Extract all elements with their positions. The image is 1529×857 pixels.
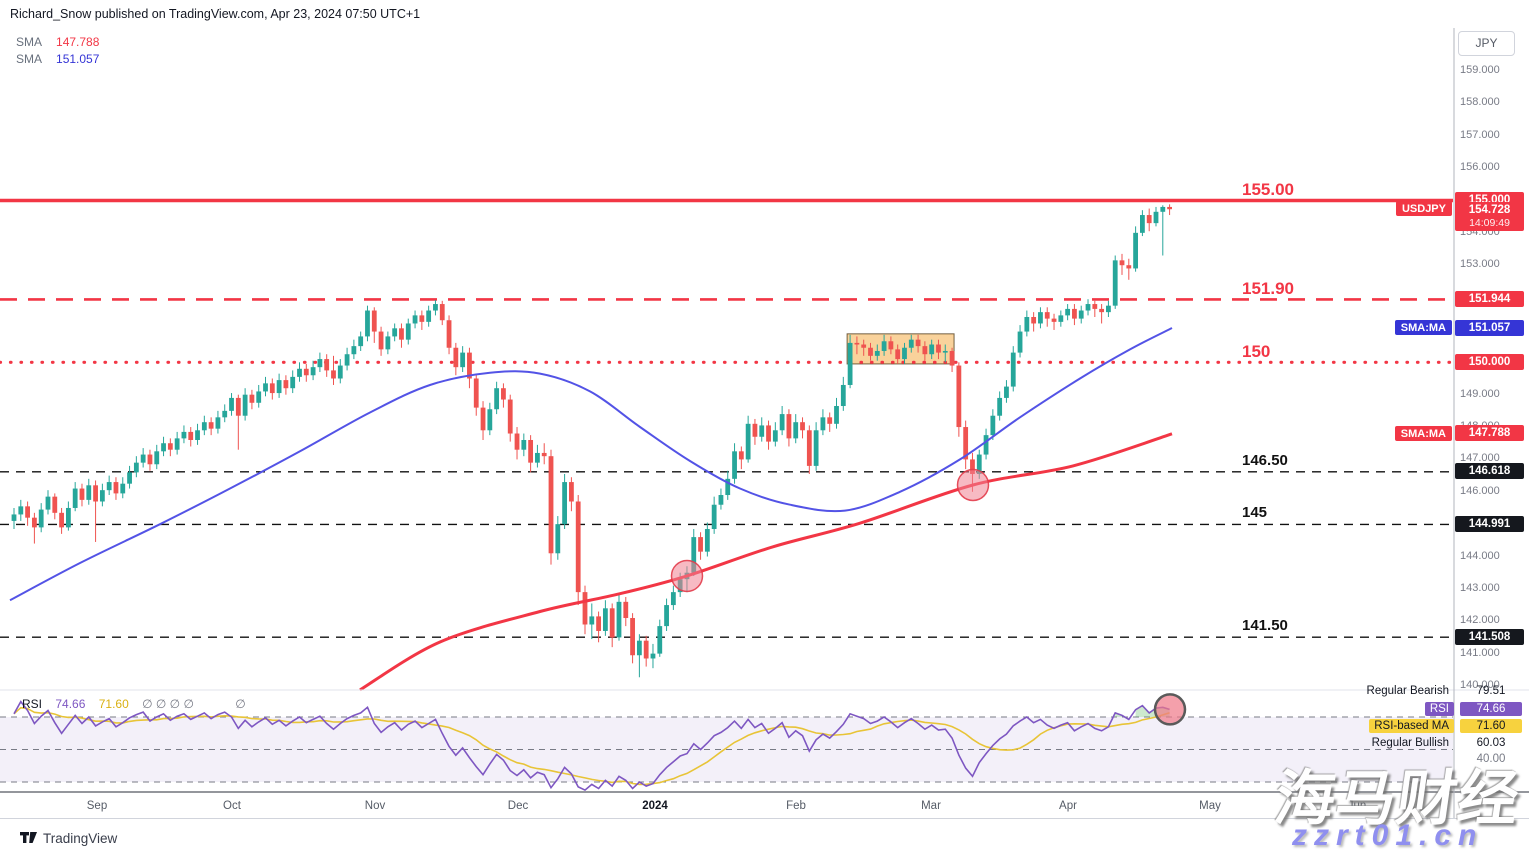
- sma-slow-legend-value: 151.057: [56, 52, 100, 66]
- level-label-151-90: 151.90: [1242, 279, 1294, 298]
- price-axis-tick: 159.000: [1460, 64, 1500, 76]
- price-axis-tick: 144.000: [1460, 550, 1500, 562]
- price-axis-tick: 153.000: [1460, 258, 1500, 270]
- price-axis-tick: 141.000: [1460, 647, 1500, 659]
- price-axis-tick: 146.000: [1460, 485, 1500, 497]
- level-label-145: 145: [1242, 504, 1268, 521]
- time-axis-month-Feb: Feb: [786, 800, 806, 812]
- rsi-axis-label-Regular-Bullish: Regular Bullish 60.03: [1371, 737, 1506, 749]
- time-axis-month-Apr: Apr: [1059, 800, 1077, 812]
- level-label-155-00: 155.00: [1242, 180, 1294, 199]
- price-label-144.991: 144.991: [1455, 516, 1524, 532]
- sma-fast-line: [359, 432, 1173, 692]
- support-test-circle-2: [956, 468, 990, 502]
- level-label-146-50: 146.50: [1242, 452, 1288, 469]
- time-axis-month-Nov: Nov: [364, 800, 386, 812]
- rsi-legend-name: RSI: [22, 697, 43, 711]
- price-label-150.000: 150.000: [1455, 354, 1524, 370]
- sma-slow-legend-label: SMA: [16, 52, 43, 66]
- time-axis-month-Mar: Mar: [921, 800, 941, 812]
- rsi-signal-circle: [1153, 693, 1187, 726]
- rsi-axis-label-40-00: 40.00: [1476, 753, 1506, 765]
- time-axis-month-Sep: Sep: [86, 800, 108, 812]
- rsi-hidden-values: ∅ ∅ ∅ ∅: [142, 697, 194, 711]
- level-label-150: 150: [1242, 342, 1271, 361]
- price-axis-tick: 143.000: [1460, 582, 1500, 594]
- time-axis-year-2024: 2024: [642, 800, 668, 812]
- watermark-url: zzrt01.cn: [1292, 819, 1484, 852]
- level-label-141-50: 141.50: [1242, 617, 1288, 634]
- time-axis-month-Oct: Oct: [223, 800, 241, 812]
- price-label-151.944: 151.944: [1455, 291, 1524, 307]
- price-axis-tick: 142.000: [1460, 614, 1500, 626]
- rsi-legend: RSI 74.66 71.60 ∅ ∅ ∅ ∅ ∅: [22, 697, 258, 711]
- time-axis-month-May: May: [1199, 800, 1221, 812]
- sma-slow-line: [9, 327, 1173, 602]
- axis-tag-SMAMA: SMA:MA: [1394, 320, 1452, 335]
- price-label-141.508: 141.508: [1455, 629, 1524, 645]
- rsi-ma-line: [13, 706, 1170, 786]
- price-axis-tick: 157.000: [1460, 129, 1500, 141]
- rsi-line: [13, 700, 1170, 792]
- time-axis-month-Dec: Dec: [507, 800, 529, 812]
- currency-unit-button[interactable]: JPY: [1458, 31, 1515, 56]
- last-candle: [1167, 206, 1172, 210]
- price-axis-tick: 149.000: [1460, 388, 1500, 400]
- countdown-timer: 14:09:49: [1469, 216, 1510, 229]
- support-test-circle-1: [670, 559, 704, 593]
- price-label-154.728: 154.728 14:09:49: [1455, 202, 1524, 231]
- price-axis-tick: 147.000: [1460, 452, 1500, 464]
- rsi-axis-label-Regular-Bearish: Regular Bearish 79.51: [1366, 685, 1506, 697]
- rsi-hidden-value-2: ∅: [235, 697, 246, 711]
- tradingview-logo[interactable]: TradingView: [20, 831, 117, 846]
- price-label-146.618: 146.618: [1455, 463, 1524, 479]
- rsi-ma-legend-value: 71.60: [98, 697, 129, 711]
- publish-header: Richard_Snow published on TradingView.co…: [10, 7, 421, 21]
- price-label-147.788: 147.788: [1455, 425, 1524, 441]
- sma-fast-legend-value: 147.788: [56, 35, 100, 49]
- sma-slow-legend: SMA 151.057: [16, 52, 99, 66]
- sma-fast-legend: SMA 147.788: [16, 35, 99, 49]
- price-label-151.057: 151.057: [1455, 320, 1524, 336]
- price-axis-tick: 158.000: [1460, 96, 1500, 108]
- tradingview-logo-text: TradingView: [43, 831, 118, 846]
- axis-tag-SMAMA: SMA:MA: [1394, 426, 1452, 441]
- rsi-axis-label-RSI-based-MA: RSI-based MA 71.60: [1369, 719, 1522, 733]
- rsi-legend-value: 74.66: [55, 697, 86, 711]
- tradingview-logo-icon: [20, 831, 37, 843]
- sma-fast-legend-label: SMA: [16, 35, 43, 49]
- time-axis-month-Jun: Jun: [1347, 800, 1367, 812]
- price-axis-tick: 156.000: [1460, 161, 1500, 173]
- price-axis-tick: 140.000: [1460, 679, 1500, 691]
- axis-tag-USDJPY: USDJPY: [1395, 201, 1452, 216]
- rsi-axis-label-RSI: RSI 74.66: [1424, 702, 1522, 716]
